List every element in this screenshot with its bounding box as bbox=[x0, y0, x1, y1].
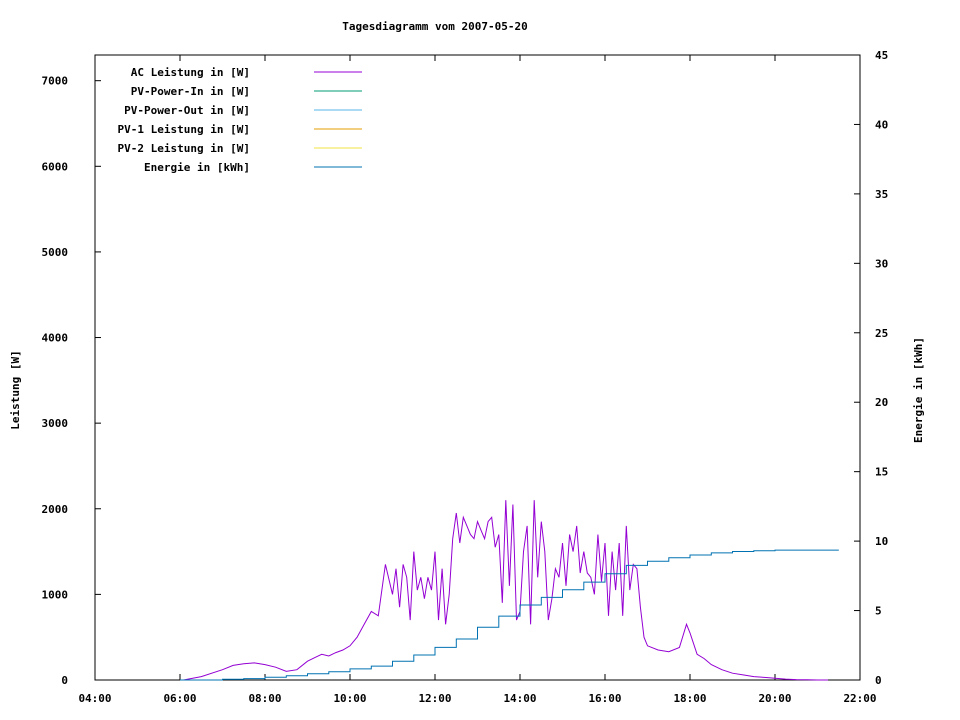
y-tick-label: 3000 bbox=[42, 417, 69, 430]
y2-tick-label: 40 bbox=[875, 118, 888, 131]
series-line-0 bbox=[183, 500, 829, 681]
x-tick-label: 22:00 bbox=[843, 692, 876, 705]
legend-label: PV-1 Leistung in [W] bbox=[118, 123, 250, 136]
y-tick-label: 6000 bbox=[42, 160, 69, 173]
x-tick-label: 04:00 bbox=[78, 692, 111, 705]
plot-frame bbox=[94, 54, 861, 681]
y2-tick-label: 15 bbox=[875, 466, 888, 479]
y2-tick-label: 20 bbox=[875, 396, 888, 409]
legend-label: PV-Power-In in [W] bbox=[131, 85, 250, 98]
y2-tick-label: 0 bbox=[875, 674, 882, 687]
x-tick-label: 20:00 bbox=[758, 692, 791, 705]
x-tick-label: 10:00 bbox=[333, 692, 366, 705]
axis-ticks: 04:00 06:00 08:00 10:00 12:00 14:00 16:00 18:00… bbox=[42, 49, 889, 705]
y2-tick-label: 10 bbox=[875, 535, 888, 548]
legend: AC Leistung in [W] PV-Power-In in [W] PV-P… bbox=[118, 66, 362, 174]
x-tick-label: 18:00 bbox=[673, 692, 706, 705]
y-tick-label: 0 bbox=[61, 674, 68, 687]
y2-tick-label: 45 bbox=[875, 49, 888, 62]
series-line-1 bbox=[180, 549, 839, 681]
y2-tick-label: 30 bbox=[875, 257, 888, 270]
x-tick-label: 14:00 bbox=[503, 692, 536, 705]
legend-label: AC Leistung in [W] bbox=[131, 66, 250, 79]
y-tick-label: 5000 bbox=[42, 246, 69, 259]
y2-tick-label: 35 bbox=[875, 188, 888, 201]
y2-axis-label: Energie in [kWh] bbox=[912, 337, 925, 443]
series-layer bbox=[180, 500, 839, 681]
legend-label: Energie in [kWh] bbox=[144, 161, 250, 174]
y-tick-label: 1000 bbox=[42, 588, 69, 601]
y2-tick-label: 25 bbox=[875, 327, 888, 340]
y-axis-label: Leistung [W] bbox=[9, 350, 22, 429]
y-tick-label: 2000 bbox=[42, 503, 69, 516]
x-tick-label: 08:00 bbox=[248, 692, 281, 705]
y-tick-label: 4000 bbox=[42, 332, 69, 345]
y-tick-label: 7000 bbox=[42, 75, 69, 88]
x-tick-label: 06:00 bbox=[163, 692, 196, 705]
y2-tick-label: 5 bbox=[875, 605, 882, 618]
legend-label: PV-Power-Out in [W] bbox=[124, 104, 250, 117]
x-tick-label: 16:00 bbox=[588, 692, 621, 705]
x-tick-label: 12:00 bbox=[418, 692, 451, 705]
chart-title: Tagesdiagramm vom 2007-05-20 bbox=[342, 20, 527, 33]
legend-label: PV-2 Leistung in [W] bbox=[118, 142, 250, 155]
